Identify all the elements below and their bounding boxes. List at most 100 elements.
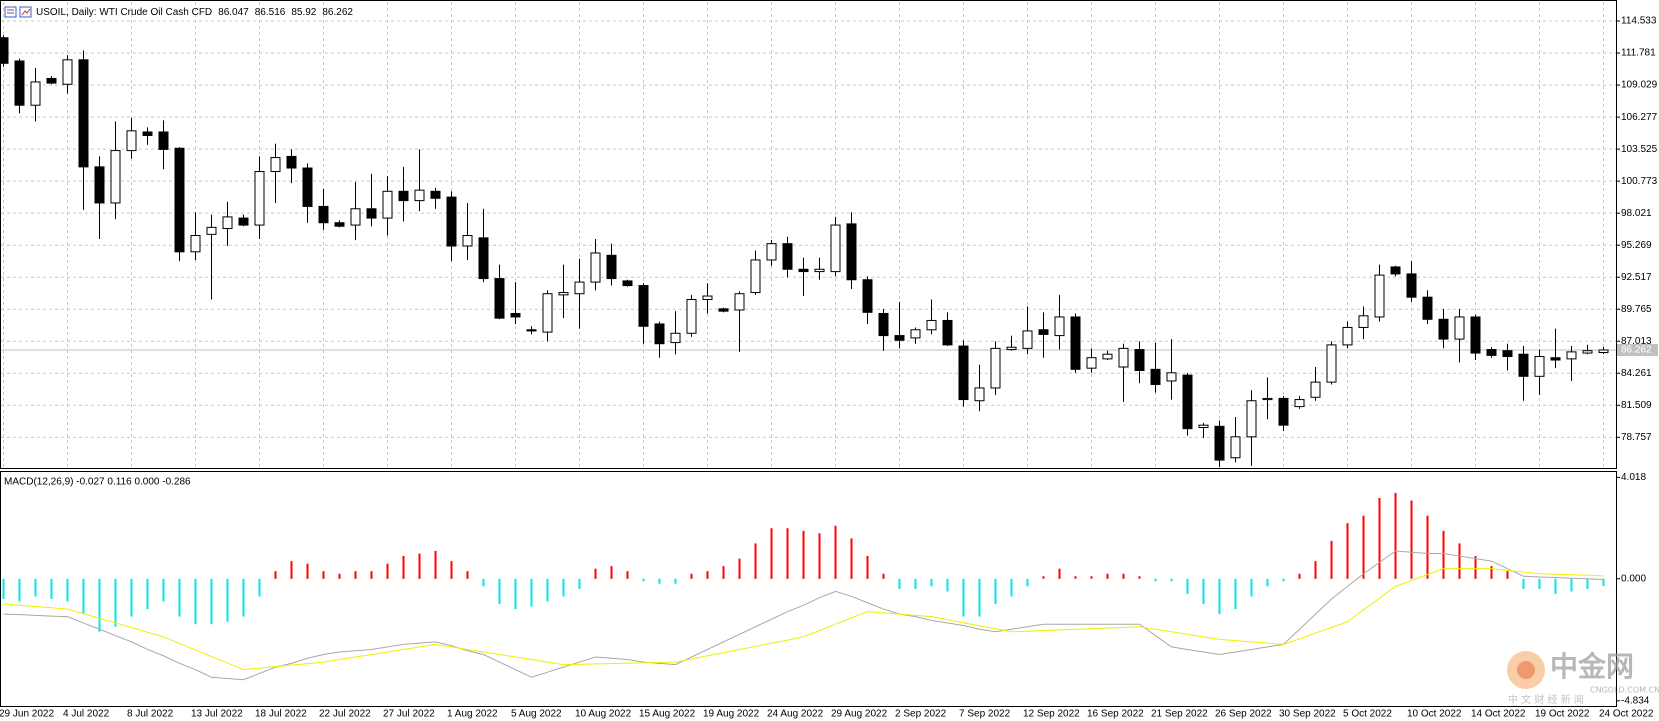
candle-body [1230, 436, 1241, 459]
x-tick-label: 26 Sep 2022 [1215, 709, 1272, 720]
candle [1214, 420, 1225, 468]
candle-body [1454, 316, 1465, 340]
candle-body [1022, 330, 1033, 349]
candle-body [158, 131, 169, 150]
candle [686, 294, 697, 337]
candle-body [926, 319, 937, 331]
candle [1390, 265, 1401, 277]
candle-body [302, 167, 313, 207]
candle [1118, 343, 1129, 402]
candle-body [542, 293, 553, 333]
candle-body [414, 189, 425, 202]
candle-body [366, 208, 377, 219]
candle [846, 212, 857, 290]
candle [814, 257, 825, 280]
candle [798, 257, 809, 297]
candle [430, 187, 441, 209]
candle-body [334, 222, 345, 227]
candle [302, 163, 313, 223]
candle-body [0, 37, 9, 64]
candle [702, 283, 713, 314]
candle [1182, 372, 1193, 436]
candle-body [1214, 425, 1225, 461]
candle [1598, 347, 1609, 354]
x-tick-label: 2 Sep 2022 [895, 709, 947, 720]
x-tick-label: 5 Oct 2022 [1343, 709, 1392, 720]
candle-body [1422, 296, 1433, 320]
candle-body [670, 332, 681, 344]
candle [350, 182, 361, 241]
candle-body [30, 81, 41, 106]
candle [926, 299, 937, 335]
candle-body [1054, 316, 1065, 337]
y-tick-label: 98.021 [1621, 208, 1652, 219]
macd-label: MACD(12,26,9) -0.027 0.116 0.000 -0.286 [4, 477, 191, 488]
candle [222, 201, 233, 246]
candle [638, 283, 649, 344]
candle-body [718, 308, 729, 312]
x-tick-label: 21 Sep 2022 [1151, 709, 1208, 720]
candle [1246, 390, 1257, 466]
x-tick-label: 19 Oct 2022 [1535, 709, 1590, 720]
candle [1278, 396, 1289, 431]
candle [46, 76, 57, 85]
x-tick-label: 24 Aug 2022 [767, 709, 824, 720]
candle [462, 202, 473, 260]
x-tick-label: 29 Jun 2022 [0, 709, 54, 720]
candle [110, 121, 121, 220]
candle-body [430, 190, 441, 199]
x-tick-label: 1 Aug 2022 [447, 709, 498, 720]
y-tick-label: -4.834 [1621, 695, 1650, 706]
candle [286, 149, 297, 184]
candle-body [478, 237, 489, 280]
candle-body [238, 217, 249, 226]
candle-body [910, 329, 921, 339]
candle-body [814, 268, 825, 273]
candle [862, 276, 873, 324]
y-tick-label: 103.525 [1621, 144, 1658, 155]
candle [1150, 342, 1161, 393]
candle [126, 118, 137, 159]
x-tick-label: 22 Jul 2022 [319, 709, 371, 720]
candle-body [1070, 316, 1081, 370]
x-tick-label: 10 Oct 2022 [1407, 709, 1462, 720]
candle [1422, 290, 1433, 324]
x-tick-label: 14 Oct 2022 [1471, 709, 1526, 720]
icon-line [21, 8, 31, 16]
candle-body [174, 147, 185, 253]
candle-body [350, 208, 361, 226]
toolbar-icons[interactable] [4, 6, 32, 18]
watermark-logo-text: 中金网 [1550, 650, 1634, 683]
x-tick-label: 27 Jul 2022 [383, 709, 435, 720]
candle-body [62, 59, 73, 85]
candle-body [1390, 266, 1401, 275]
candle [654, 321, 665, 358]
candle [1374, 264, 1385, 322]
candle-body [862, 279, 873, 313]
x-tick-label: 13 Jul 2022 [191, 709, 243, 720]
candle [94, 156, 105, 240]
header-part: 86.262 [322, 7, 353, 18]
candle-body [110, 150, 121, 204]
candle-body [1502, 350, 1513, 358]
candle [1470, 314, 1481, 361]
x-tick-label: 29 Aug 2022 [831, 709, 888, 720]
candle-body [318, 205, 329, 224]
candle-body [1342, 326, 1353, 346]
header-part: 86.516 [255, 7, 286, 18]
y-tick-label: 106.277 [1621, 112, 1658, 123]
candle-body [830, 224, 841, 273]
icon-list[interactable] [4, 6, 17, 18]
y-tick-label: 4.018 [1621, 472, 1646, 483]
candle [510, 282, 521, 324]
main-panel-frame [0, 0, 1617, 469]
x-tick-label: 19 Aug 2022 [703, 709, 760, 720]
candle [158, 120, 169, 170]
candle [734, 291, 745, 352]
current-price-label: 86.262 [1621, 345, 1652, 356]
candle [1358, 306, 1369, 340]
candle [1406, 261, 1417, 302]
candle [1310, 367, 1321, 401]
x-tick-label: 10 Aug 2022 [575, 709, 632, 720]
